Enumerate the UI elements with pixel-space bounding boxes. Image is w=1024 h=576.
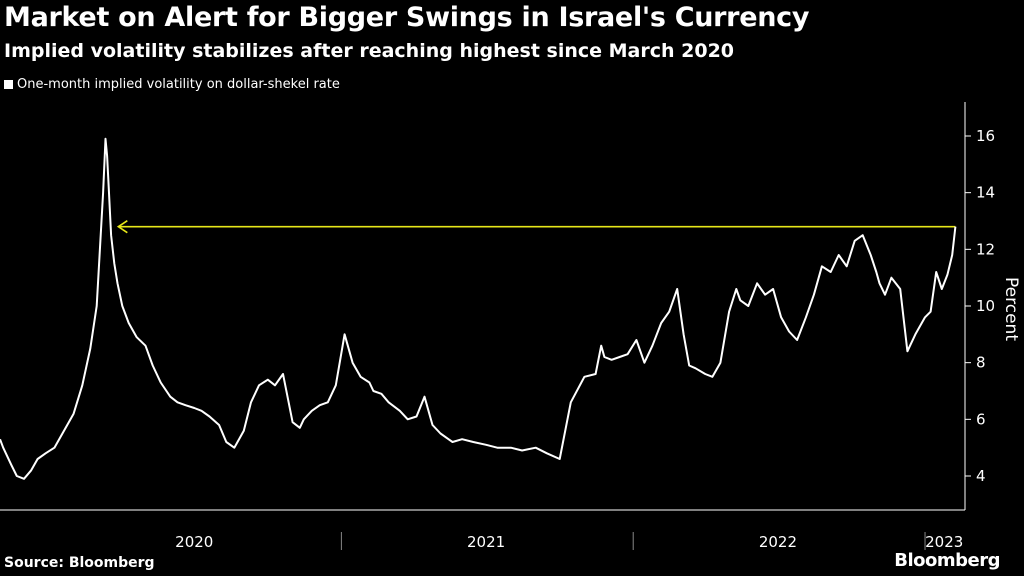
y-tick-label: 4	[976, 467, 986, 485]
x-tick-label: 2020	[175, 533, 213, 551]
chart-subtitle: Implied volatility stabilizes after reac…	[4, 40, 735, 62]
y-tick-label: 12	[976, 240, 995, 258]
legend-swatch	[4, 80, 13, 89]
annotation-arrow-head	[116, 220, 128, 234]
series-layer	[0, 137, 957, 480]
legend: One-month implied volatility on dollar-s…	[4, 77, 340, 92]
x-tick-label: 2022	[759, 533, 797, 551]
y-tick-label: 8	[976, 354, 986, 372]
y-tick-label: 14	[976, 184, 995, 202]
x-tick-label: 2021	[467, 533, 505, 551]
bloomberg-logo: Bloomberg	[894, 550, 1000, 571]
y-tick-label: 6	[976, 410, 986, 428]
y-axis-label: Percent	[1001, 277, 1021, 341]
x-tick-label: 2023	[925, 533, 963, 551]
y-tick-label: 16	[976, 127, 995, 145]
x-axis: 2020 2021 2022 2023	[0, 509, 965, 551]
chart-title: Market on Alert for Bigger Swings in Isr…	[4, 2, 810, 33]
series-line	[0, 137, 957, 480]
source-note: Source: Bloomberg	[4, 555, 155, 571]
annotation-layer	[116, 220, 956, 234]
y-axis: 4 6 8 10 12 14 16	[964, 102, 995, 510]
legend-label: One-month implied volatility on dollar-s…	[17, 77, 340, 92]
y-tick-label: 10	[976, 297, 995, 315]
